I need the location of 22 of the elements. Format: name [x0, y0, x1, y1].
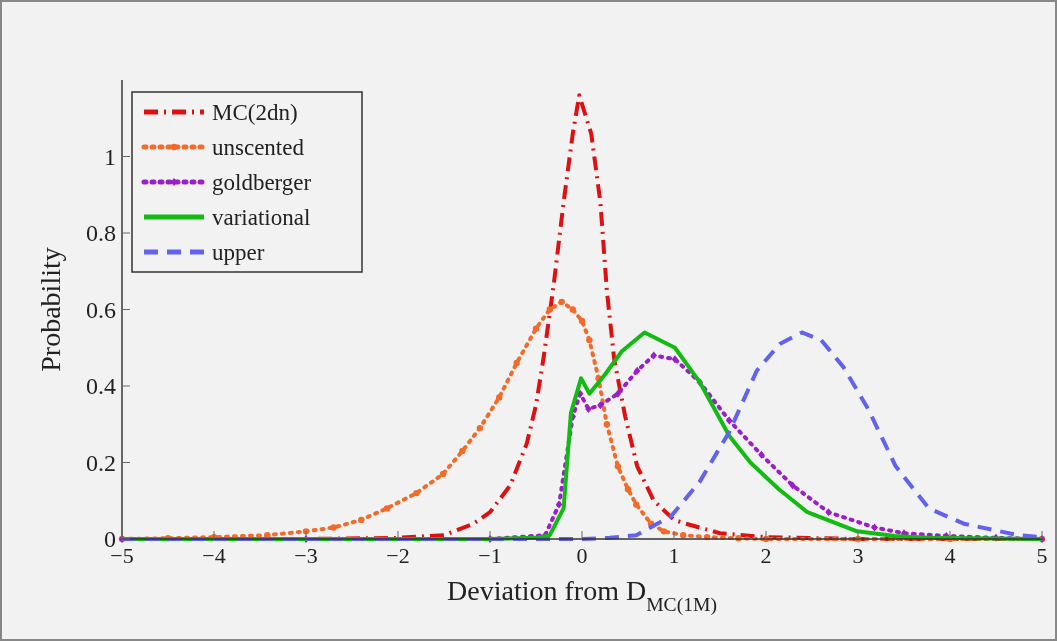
- x-tick-label: −3: [294, 543, 318, 568]
- y-tick-label: 0.4: [86, 373, 116, 400]
- legend-label: variational: [212, 205, 311, 231]
- legend-label: unscented: [212, 135, 305, 161]
- y-tick-label: 0.2: [86, 449, 116, 476]
- legend-label: MC(2dn): [212, 100, 298, 126]
- x-tick-label: −1: [478, 543, 502, 568]
- x-tick-label: 4: [944, 543, 956, 568]
- y-axis-title: Probability: [35, 247, 66, 372]
- x-tick-label: 3: [852, 543, 864, 568]
- legend-label: upper: [212, 240, 265, 266]
- legend-label: goldberger: [212, 170, 312, 196]
- x-tick-label: 2: [760, 543, 772, 568]
- x-tick-label: 5: [1036, 543, 1048, 568]
- x-tick-label: 0: [576, 543, 588, 568]
- x-tick-label: 1: [668, 543, 680, 568]
- x-axis-title: Deviation from D$_{MC(1M)}$: [447, 575, 717, 616]
- y-tick-label: 1: [104, 143, 116, 170]
- x-tick-label: −2: [386, 543, 410, 568]
- y-tick-label: 0.8: [86, 220, 116, 247]
- x-tick-label: −4: [202, 543, 226, 568]
- y-tick-label: 0.6: [86, 296, 116, 323]
